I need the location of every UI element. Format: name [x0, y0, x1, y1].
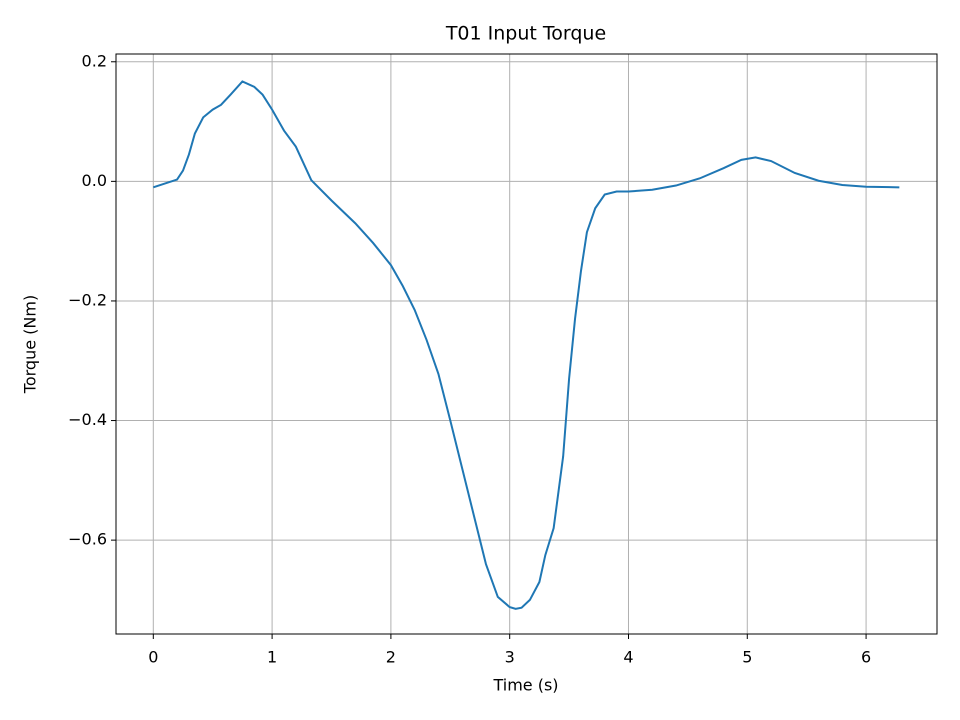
y-axis-label: Torque (Nm) [21, 295, 40, 394]
x-tick-label: 2 [386, 648, 396, 667]
x-tick-label: 5 [742, 648, 752, 667]
y-tick-label: −0.6 [68, 530, 107, 549]
plot-frame [115, 53, 938, 635]
x-tick-label: 1 [267, 648, 277, 667]
y-tick-label: 0.2 [82, 51, 107, 70]
y-tick-label: 0.0 [82, 171, 107, 190]
chart-title: T01 Input Torque [445, 23, 606, 45]
x-tick-label: 3 [505, 648, 515, 667]
x-axis-label: Time (s) [492, 676, 558, 695]
data-line [152, 80, 900, 610]
x-tick-label: 6 [861, 648, 871, 667]
x-tick-label: 4 [623, 648, 633, 667]
y-tick-label: −0.2 [68, 290, 107, 309]
y-tick-label: −0.4 [68, 410, 107, 429]
x-tick-label: 0 [148, 648, 158, 667]
